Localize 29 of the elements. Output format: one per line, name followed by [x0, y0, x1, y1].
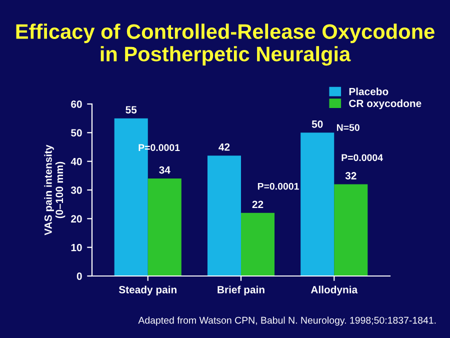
annotation: P=0.0001 — [258, 182, 299, 190]
x-tick-label: Allodynia — [310, 286, 358, 296]
x-tick-label: Brief pain — [218, 286, 264, 296]
y-tick-label: 40 — [70, 158, 82, 166]
y-axis-title: VAS pain intensity (0–100 mm) — [44, 144, 66, 236]
y-tick-label: 0 — [76, 272, 82, 280]
legend-label: CR oxycodone — [349, 99, 422, 110]
y-tick-label: 60 — [71, 100, 82, 108]
bar — [334, 184, 368, 276]
chart-title: Efficacy of Controlled-Release Oxycodone in Postherpetic Neuralgia — [16, 24, 434, 66]
y-tick-label: 50 — [71, 129, 82, 137]
bar — [207, 156, 241, 276]
x-tick-label: Steady pain — [118, 286, 176, 296]
y-tick-label: 30 — [70, 186, 82, 194]
data-label: 55 — [126, 106, 137, 114]
legend-label: Placebo — [349, 88, 388, 96]
data-label: 32 — [345, 172, 356, 180]
data-label: 34 — [159, 166, 170, 174]
annotation: P=0.0004 — [342, 154, 383, 162]
bar — [241, 212, 275, 276]
bar — [148, 178, 182, 276]
y-tick-label: 10 — [71, 244, 82, 252]
text: Adapted from Watson CPN, Babul N. Neurology. 1998;50:1837-1841. — [138, 316, 436, 326]
data-label: 22 — [252, 200, 264, 208]
data-label: 42 — [218, 143, 230, 151]
bar — [300, 132, 334, 276]
data-label: 50 — [312, 120, 323, 128]
y-tick-label: 20 — [71, 215, 82, 223]
annotation: N=50 — [336, 124, 360, 131]
